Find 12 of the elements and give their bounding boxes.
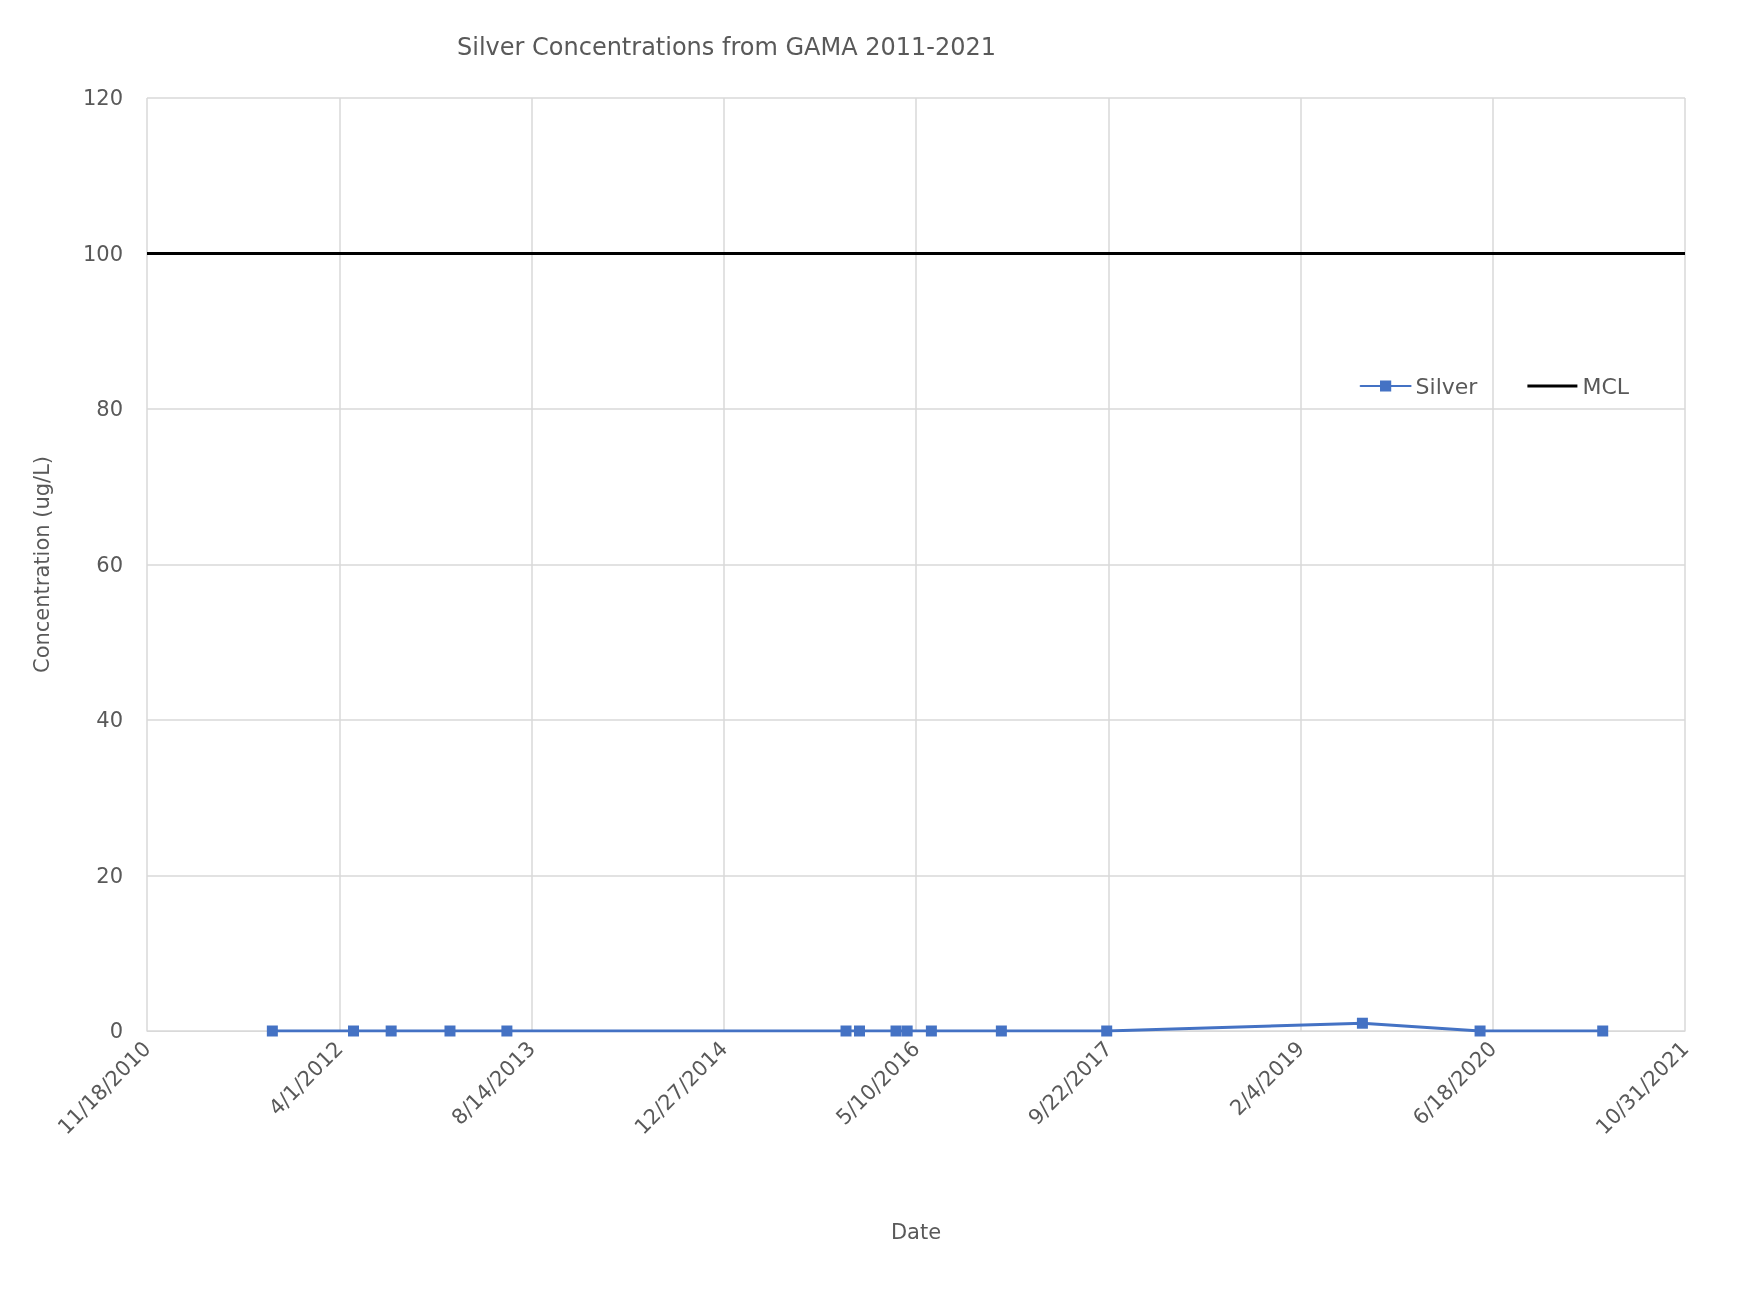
y-tick-label: 40	[96, 708, 123, 732]
legend-label: MCL	[1582, 373, 1630, 399]
legend-label: Silver	[1415, 373, 1479, 399]
y-tick-label: 20	[96, 863, 123, 888]
y-tick-label: 120	[82, 86, 123, 110]
x-axis-title: Date	[890, 1219, 942, 1244]
y-tick-label: 100	[82, 241, 123, 266]
chart-title: Silver Concentrations from GAMA 2011-2021	[457, 33, 997, 61]
y-axis-title: Concentration (ug/L)	[29, 455, 54, 674]
y-tick-label: 80	[96, 397, 123, 421]
y-tick-label: 0	[109, 1019, 123, 1043]
y-tick-label: 60	[96, 552, 123, 577]
